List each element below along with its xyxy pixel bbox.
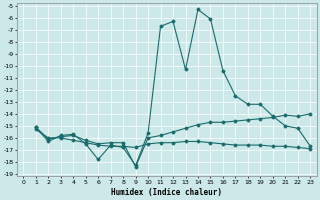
X-axis label: Humidex (Indice chaleur): Humidex (Indice chaleur) (111, 188, 222, 197)
